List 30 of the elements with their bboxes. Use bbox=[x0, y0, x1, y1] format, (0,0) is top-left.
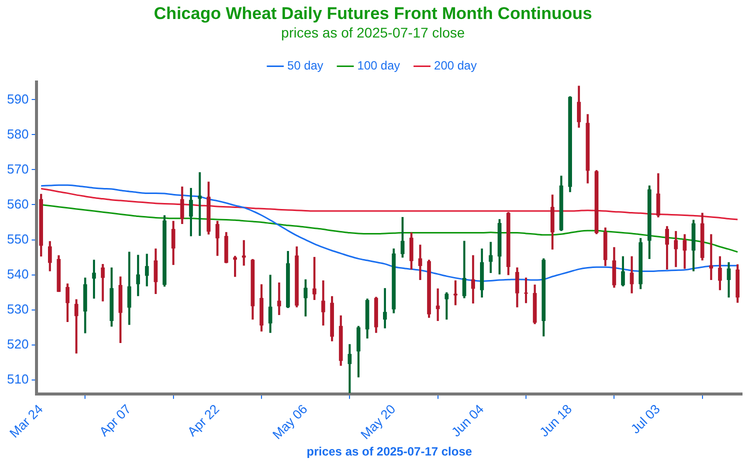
chart-title: Chicago Wheat Daily Futures Front Month Continuous bbox=[154, 4, 592, 23]
chart-subtitle: prices as of 2025-07-17 close bbox=[281, 24, 466, 41]
y-tick-label: 580 bbox=[6, 126, 29, 142]
y-tick-label: 510 bbox=[6, 371, 29, 386]
candlestick bbox=[242, 240, 246, 266]
x-tick-label: May 06 bbox=[269, 401, 310, 442]
x-tick-label: Jun 04 bbox=[448, 401, 487, 440]
line-series bbox=[40, 188, 738, 220]
y-tick-label: 540 bbox=[6, 266, 29, 282]
x-tick-label: Jun 18 bbox=[536, 401, 575, 440]
legend-label: 100 day bbox=[357, 58, 400, 73]
candlestick bbox=[709, 234, 714, 280]
y-tick-label: 530 bbox=[6, 301, 29, 316]
y-tick-label: 560 bbox=[6, 196, 29, 212]
x-tick-label: Jul 03 bbox=[628, 401, 663, 437]
candlestick bbox=[488, 242, 493, 274]
y-tick-label: 570 bbox=[6, 161, 29, 176]
x-tick-label: Mar 24 bbox=[6, 401, 46, 441]
x-tick-label: May 20 bbox=[358, 401, 398, 442]
y-tick-label: 550 bbox=[6, 231, 29, 246]
legend-label: 200 day bbox=[434, 58, 477, 73]
x-tick-label: Apr 07 bbox=[96, 401, 134, 440]
candlestick bbox=[524, 278, 528, 304]
candlestick bbox=[198, 172, 202, 236]
text: prices as of 2025-07-17 close bbox=[306, 444, 472, 458]
y-tick-label: 590 bbox=[6, 91, 29, 106]
x-tick-label: Apr 22 bbox=[184, 401, 222, 440]
candlestick bbox=[321, 280, 326, 326]
y-tick-label: 520 bbox=[6, 336, 29, 352]
legend-label: 50 day bbox=[287, 58, 324, 73]
